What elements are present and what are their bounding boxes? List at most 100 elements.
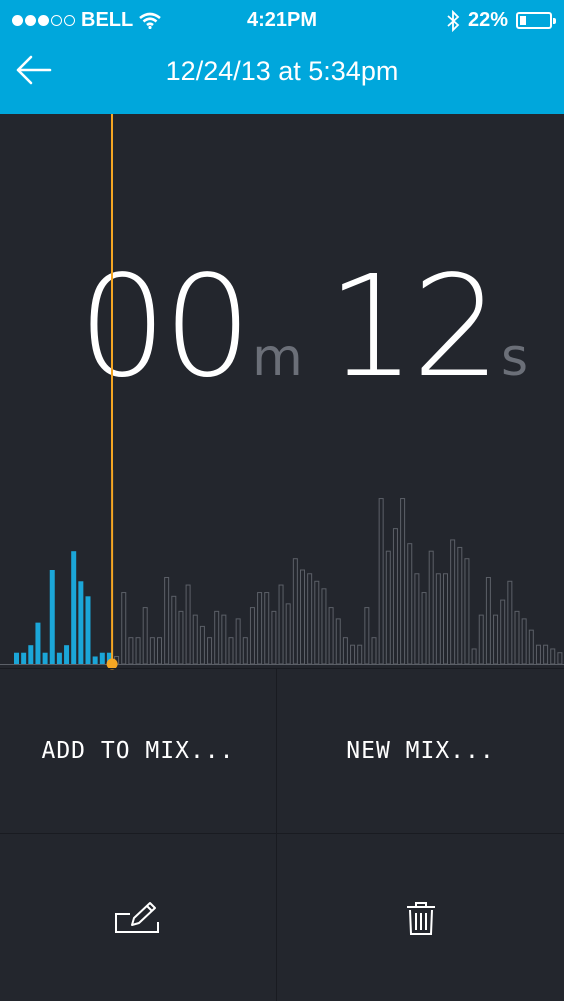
waveform-bar-played bbox=[64, 645, 70, 664]
waveform-bar bbox=[199, 625, 205, 665]
waveform-bar-played bbox=[28, 645, 34, 664]
timer-minutes: 00 bbox=[78, 246, 252, 409]
edit-button[interactable] bbox=[0, 834, 276, 1001]
waveform-bar bbox=[414, 573, 420, 665]
playhead-handle bbox=[106, 658, 118, 670]
signal-strength-icon bbox=[12, 15, 75, 26]
waveform-bar bbox=[192, 614, 198, 665]
waveform-bar bbox=[392, 528, 398, 665]
waveform-bar bbox=[228, 637, 234, 665]
battery-percent: 22% bbox=[467, 9, 508, 31]
waveform-bar bbox=[121, 592, 127, 665]
waveform-bar bbox=[157, 637, 162, 665]
waveform-bar bbox=[535, 644, 541, 665]
status-right: 22% bbox=[446, 9, 556, 32]
waveform-bar bbox=[421, 592, 427, 665]
waveform-bar bbox=[350, 644, 356, 665]
waveform-bar bbox=[271, 610, 277, 665]
waveform-bar-played bbox=[21, 652, 27, 664]
waveform-bar bbox=[171, 595, 177, 665]
waveform-bar bbox=[478, 614, 484, 665]
waveform-bar bbox=[249, 607, 255, 665]
waveform-bar bbox=[292, 558, 298, 665]
page-title: 12/24/13 at 5:34pm bbox=[165, 56, 399, 86]
waveform-bar bbox=[435, 573, 441, 665]
waveform-bar bbox=[307, 573, 313, 665]
waveform-bar bbox=[550, 648, 556, 665]
waveform-bar bbox=[142, 607, 148, 665]
waveform-bar bbox=[328, 607, 334, 665]
waveform-bar-played bbox=[49, 570, 55, 664]
add-to-mix-label: ADD TO MIX... bbox=[41, 738, 235, 764]
waveform-bar bbox=[443, 573, 448, 665]
waveform-bar bbox=[493, 614, 499, 665]
add-to-mix-button[interactable]: ADD TO MIX... bbox=[0, 669, 276, 833]
new-mix-button[interactable]: NEW MIX... bbox=[277, 669, 564, 833]
waveform-bar bbox=[214, 610, 220, 665]
timer-seconds-unit: s bbox=[500, 328, 529, 388]
waveform-bar bbox=[149, 637, 155, 665]
wifi-icon bbox=[139, 12, 162, 29]
waveform-bar bbox=[221, 614, 227, 665]
waveform-bar bbox=[514, 610, 520, 665]
status-time: 4:21PM bbox=[246, 9, 318, 31]
bluetooth-icon bbox=[447, 9, 460, 32]
waveform-bar bbox=[285, 603, 291, 665]
waveform-bar bbox=[135, 637, 141, 665]
waveform-bar bbox=[264, 592, 270, 665]
waveform-bar-played bbox=[14, 652, 19, 664]
waveform-bar-played bbox=[106, 652, 112, 664]
carrier-label: BELL bbox=[81, 9, 134, 31]
waveform[interactable] bbox=[0, 470, 564, 670]
waveform-bar-played bbox=[35, 622, 41, 664]
waveform-bar bbox=[464, 558, 470, 665]
waveform-bar bbox=[557, 652, 563, 665]
waveform-bar bbox=[335, 618, 341, 665]
delete-button[interactable] bbox=[277, 834, 564, 1001]
divider bbox=[0, 668, 564, 669]
waveform-bar-played bbox=[99, 652, 105, 664]
waveform-bar bbox=[543, 644, 549, 665]
back-button[interactable] bbox=[14, 52, 58, 92]
waveform-bar bbox=[300, 569, 305, 665]
status-bar: BELL 4:21PM 22% bbox=[0, 0, 564, 40]
waveform-bar bbox=[128, 637, 134, 665]
waveform-bar bbox=[521, 618, 527, 665]
divider bbox=[276, 668, 277, 1001]
waveform-bar bbox=[235, 618, 241, 665]
waveform-bar bbox=[507, 580, 513, 665]
waveform-bar bbox=[378, 498, 384, 665]
waveform-bar bbox=[342, 637, 348, 665]
waveform-bar bbox=[400, 498, 406, 665]
waveform-bar bbox=[457, 546, 463, 665]
playhead-line-upper[interactable] bbox=[111, 114, 114, 470]
waveform-bar bbox=[450, 539, 456, 665]
waveform-bar bbox=[314, 580, 320, 665]
timer-minutes-unit: m bbox=[252, 328, 303, 388]
waveform-bar bbox=[485, 577, 491, 665]
header-bar: BELL 4:21PM 22% bbox=[0, 0, 564, 114]
waveform-bar bbox=[407, 543, 413, 665]
waveform-bar bbox=[242, 637, 248, 665]
timer-seconds: 12 bbox=[326, 246, 501, 409]
waveform-bar-played bbox=[85, 596, 91, 664]
waveform-bar bbox=[178, 610, 184, 665]
edit-icon bbox=[115, 901, 159, 933]
waveform-bar-played bbox=[56, 652, 62, 664]
arrow-left-icon bbox=[16, 55, 52, 85]
nav-bar: 12/24/13 at 5:34pm bbox=[0, 40, 564, 114]
divider bbox=[0, 833, 564, 834]
waveform-bar-played bbox=[78, 581, 84, 664]
waveform-bar bbox=[207, 637, 213, 665]
waveform-bar bbox=[357, 644, 363, 665]
waveform-bar bbox=[471, 648, 477, 665]
waveform-bar bbox=[428, 550, 434, 665]
waveform-bar bbox=[257, 592, 263, 665]
waveform-bar bbox=[185, 584, 191, 665]
battery-icon bbox=[516, 12, 556, 29]
waveform-bar bbox=[500, 599, 506, 665]
recording-timer: 00m 12s bbox=[78, 258, 552, 398]
waveform-bar bbox=[528, 629, 534, 665]
trash-icon bbox=[406, 901, 435, 935]
